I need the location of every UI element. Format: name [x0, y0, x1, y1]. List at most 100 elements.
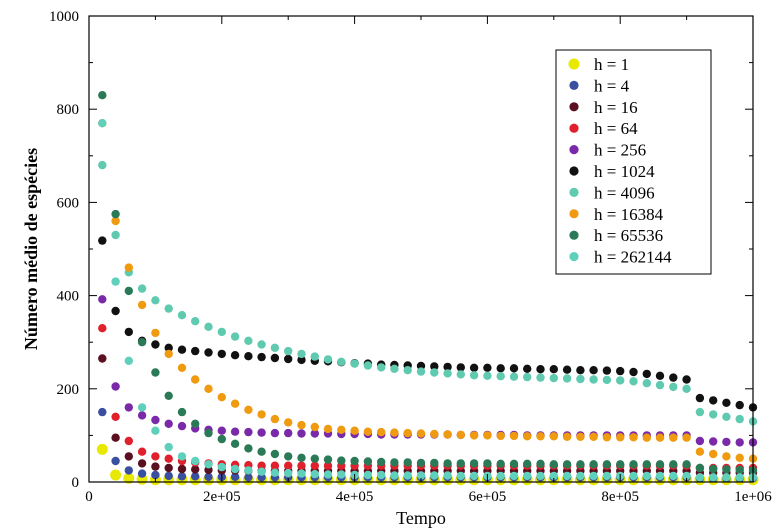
- data-point: [443, 362, 452, 372]
- data-point: [576, 460, 585, 469]
- data-point: [509, 471, 519, 481]
- data-point: [430, 362, 439, 371]
- data-point: [363, 457, 373, 466]
- data-point: [164, 419, 173, 428]
- data-point: [204, 348, 213, 357]
- data-point: [297, 429, 306, 438]
- data-point: [137, 469, 147, 478]
- data-point: [709, 437, 718, 446]
- data-point: [217, 426, 226, 435]
- data-point: [164, 471, 173, 481]
- y-tick-label: 600: [57, 195, 80, 211]
- legend-marker: [569, 209, 579, 219]
- data-point: [137, 459, 147, 468]
- y-axis-title: Número médio de espécies: [21, 148, 41, 350]
- data-point: [244, 444, 253, 453]
- x-tick-label: 4e+05: [336, 489, 374, 505]
- data-point: [323, 424, 333, 434]
- data-point: [709, 396, 718, 405]
- data-point: [270, 353, 280, 363]
- data-point: [629, 377, 638, 386]
- data-point: [270, 449, 280, 459]
- data-point: [151, 328, 160, 338]
- data-point: [576, 432, 585, 441]
- data-point: [191, 456, 200, 466]
- data-point: [230, 472, 240, 482]
- data-point: [123, 472, 135, 484]
- data-point: [310, 454, 319, 463]
- axes: 0 2e+05 4e+05 6e+05 8e+05 1e+06 0 200 400 600 800 1…: [21, 9, 772, 528]
- data-point: [98, 324, 107, 333]
- data-point: [496, 431, 505, 441]
- data-point: [655, 433, 665, 442]
- data-point: [536, 365, 545, 374]
- data-point: [98, 354, 107, 363]
- legend-marker: [569, 80, 579, 90]
- data-point: [98, 91, 107, 100]
- data-point: [204, 460, 213, 469]
- data-point: [403, 428, 412, 438]
- data-point: [111, 382, 120, 391]
- data-point: [536, 373, 545, 382]
- data-point: [430, 458, 439, 468]
- data-point: [230, 399, 240, 408]
- data-point: [204, 322, 213, 331]
- data-point: [177, 421, 187, 431]
- data-point: [602, 375, 612, 385]
- data-point: [270, 428, 280, 438]
- legend-label: h = 4: [594, 76, 630, 95]
- data-point: [562, 471, 572, 481]
- data-point: [297, 349, 306, 359]
- data-point: [655, 380, 665, 390]
- legend-label: h = 262144: [594, 248, 672, 267]
- data-point: [177, 464, 187, 474]
- legend-marker: [569, 123, 579, 133]
- data-point: [509, 431, 519, 441]
- data-point: [111, 433, 120, 442]
- data-point: [509, 459, 519, 468]
- data-point: [230, 351, 240, 360]
- x-axis-title: Tempo: [396, 508, 446, 528]
- data-point: [257, 410, 266, 419]
- data-point: [536, 471, 545, 481]
- data-point: [323, 461, 333, 470]
- data-point: [456, 459, 465, 468]
- data-point: [483, 459, 492, 468]
- data-point: [709, 464, 718, 474]
- data-point: [110, 469, 122, 481]
- data-point: [337, 470, 346, 479]
- data-point: [562, 374, 572, 383]
- data-point: [377, 470, 386, 480]
- y-tick-label: 1000: [49, 9, 79, 25]
- data-point: [284, 452, 293, 461]
- data-point: [562, 460, 572, 469]
- data-point: [98, 236, 107, 245]
- data-point: [297, 420, 306, 430]
- data-point: [443, 369, 452, 378]
- data-point: [735, 453, 744, 462]
- data-point: [137, 300, 147, 310]
- data-point: [310, 352, 319, 361]
- data-point: [177, 452, 187, 461]
- data-point: [722, 398, 731, 407]
- data-point: [496, 471, 505, 481]
- data-point: [151, 415, 160, 425]
- data-point: [337, 425, 346, 434]
- data-point: [244, 405, 253, 414]
- data-point: [124, 452, 133, 461]
- data-point: [323, 455, 333, 464]
- y-tick-label: 400: [57, 289, 80, 305]
- data-point: [137, 284, 147, 293]
- data-point: [602, 471, 612, 481]
- data-point: [655, 460, 665, 469]
- data-point: [164, 442, 173, 452]
- data-point: [483, 371, 492, 380]
- data-point: [350, 359, 359, 368]
- legend-label: h = 256: [594, 141, 646, 160]
- legend-box: [555, 49, 712, 275]
- data-point: [151, 296, 160, 305]
- data-point: [523, 364, 532, 373]
- data-point: [204, 428, 213, 438]
- data-point: [98, 119, 107, 128]
- data-point: [695, 473, 705, 482]
